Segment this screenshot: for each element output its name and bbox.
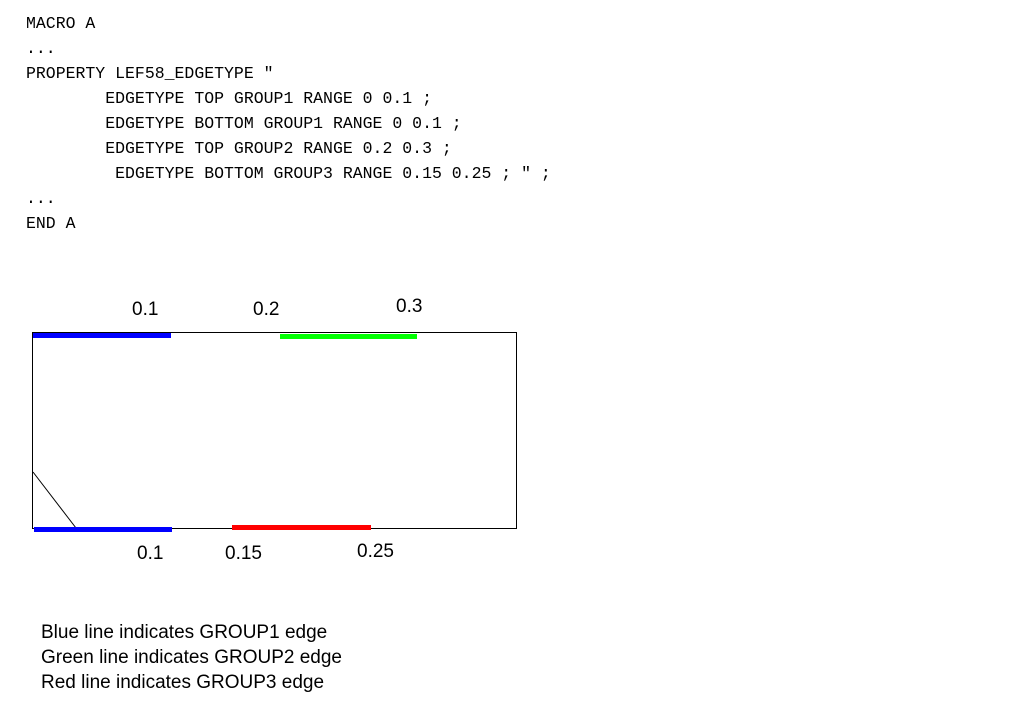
code-line-edgetype-top-group1: EDGETYPE TOP GROUP1 RANGE 0 0.1 ; (26, 89, 432, 108)
bottom-label-0-25: 0.25 (357, 541, 394, 562)
legend-group3: Red line indicates GROUP3 edge (41, 672, 325, 693)
code-line-end: END A (26, 214, 76, 233)
bottom-label-0-1: 0.1 (137, 543, 164, 564)
corner-diagonal (32, 471, 77, 529)
code-line-edgetype-bottom-group3: EDGETYPE BOTTOM GROUP3 RANGE 0.15 0.25 ;… (26, 164, 551, 183)
top-label-0-2: 0.2 (253, 299, 280, 320)
code-line-macro: MACRO A (26, 14, 96, 33)
code-line-edgetype-bottom-group1: EDGETYPE BOTTOM GROUP1 RANGE 0 0.1 ; (26, 114, 462, 133)
code-line-ellipsis: ... (26, 39, 56, 58)
top-label-0-1: 0.1 (132, 299, 159, 320)
cell-outline (32, 332, 517, 529)
code-line-property: PROPERTY LEF58_EDGETYPE " (26, 64, 274, 83)
code-line-edgetype-top-group2: EDGETYPE TOP GROUP2 RANGE 0.2 0.3 ; (26, 139, 452, 158)
bottom-label-0-15: 0.15 (225, 543, 262, 564)
legend-group2: Green line indicates GROUP2 edge (41, 647, 342, 668)
legend-group1: Blue line indicates GROUP1 edge (41, 622, 328, 643)
code-line-ellipsis-2: ... (26, 189, 56, 208)
top-label-0-3: 0.3 (396, 296, 423, 317)
